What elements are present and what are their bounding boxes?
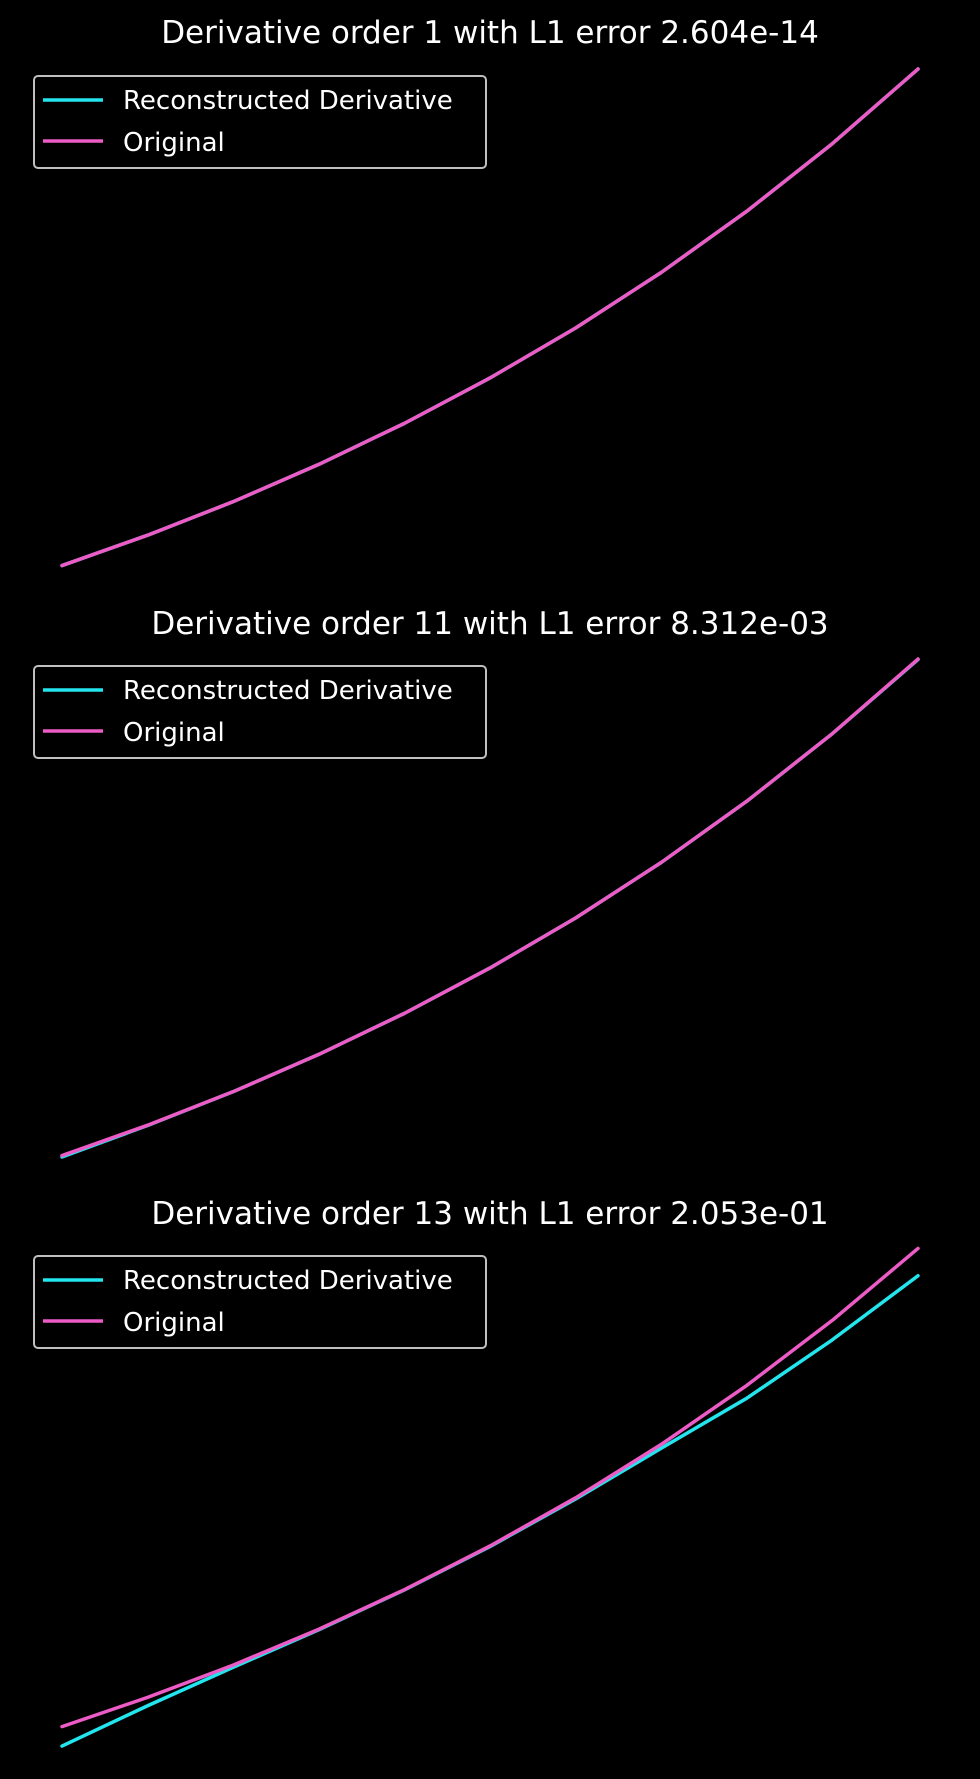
chart-title: Derivative order 13 with L1 error 2.053e… — [151, 1196, 828, 1232]
series-line-original — [60, 67, 920, 568]
legend: Reconstructed Derivative Original — [33, 1255, 487, 1349]
plot-area — [60, 657, 920, 1159]
legend-label-reconstructed: Reconstructed Derivative — [123, 1266, 453, 1296]
chart-title: Derivative order 11 with L1 error 8.312e… — [151, 606, 828, 642]
legend-label-reconstructed: Reconstructed Derivative — [123, 86, 453, 116]
legend: Reconstructed Derivative Original — [33, 665, 487, 759]
legend-box — [33, 665, 487, 759]
legend-box — [33, 75, 487, 169]
chart-title: Derivative order 1 with L1 error 2.604e-… — [161, 15, 819, 51]
legend-box — [33, 1255, 487, 1349]
legend-label-original: Original — [123, 1308, 225, 1338]
legend-label-original: Original — [123, 128, 225, 158]
series-line-original — [60, 1246, 920, 1729]
legend-label-reconstructed: Reconstructed Derivative — [123, 676, 453, 706]
plot-area — [60, 1246, 920, 1748]
chart-panel-3: Derivative order 13 with L1 error 2.053e… — [33, 1196, 920, 1748]
legend: Reconstructed Derivative Original — [33, 75, 487, 169]
chart-panel-2: Derivative order 11 with L1 error 8.312e… — [33, 606, 920, 1159]
series-line-original — [60, 657, 920, 1158]
chart-panel-1: Derivative order 1 with L1 error 2.604e-… — [33, 15, 920, 568]
legend-label-original: Original — [123, 718, 225, 748]
plot-area — [60, 67, 920, 568]
